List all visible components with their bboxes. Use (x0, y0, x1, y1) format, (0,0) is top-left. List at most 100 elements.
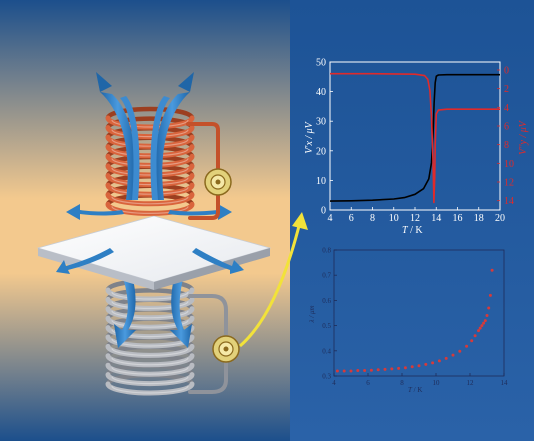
coil-highlight (111, 367, 189, 375)
chart2-xtick-label: 8 (400, 379, 404, 387)
drive-coil-leads (186, 122, 220, 220)
pickup-connector (212, 335, 240, 363)
coil-highlight (111, 158, 189, 166)
chart2-ylabel: λ / μm (308, 305, 316, 323)
chart1-ytick-label: 20 (316, 146, 326, 157)
chart1-xlabel: T / K (402, 225, 423, 236)
chart2-point (487, 306, 491, 310)
chart1-y2tick-label: 6 (504, 122, 509, 133)
chart2-xtick-label: 10 (433, 379, 441, 387)
chart2-ytick-label: 0.3 (322, 373, 331, 381)
coil-highlight (111, 385, 189, 394)
chart2-xtick-label: 12 (467, 379, 475, 387)
coil-turn (105, 134, 195, 149)
chart2-point (485, 314, 489, 317)
coil-turn (105, 144, 195, 159)
chart1-xtick-label: 10 (389, 213, 399, 224)
chart2-point (376, 368, 380, 372)
coil-turn (105, 192, 195, 207)
coil-turn (105, 381, 195, 396)
coil-highlight (111, 129, 189, 138)
yellow-pointer-arrow (239, 212, 308, 348)
chart2-point (431, 361, 435, 365)
chart1-ytick-label: 50 (316, 58, 326, 69)
chart1-ylabel: V'x / μV (304, 120, 315, 153)
chart1-xtick-label: 8 (370, 213, 375, 224)
chart2-point (342, 369, 346, 373)
coil-turn (105, 173, 195, 188)
chart1-ytick-label: 0 (321, 206, 326, 217)
chart2-point (356, 369, 360, 372)
coil-highlight (111, 320, 189, 328)
chart1-series-black (329, 73, 500, 202)
chart2-xtick-label: 6 (366, 379, 370, 387)
coil-highlight (111, 301, 189, 309)
chart2-point (478, 326, 482, 330)
chart1-y2tick-label: 4 (504, 103, 509, 114)
chart2-point (424, 362, 428, 366)
coil-highlight (111, 187, 189, 195)
chart2-point (417, 364, 421, 368)
chart1-xtick-label: 4 (328, 213, 333, 224)
chart2-frame (333, 249, 505, 377)
chart1-xtick-label: 16 (453, 213, 463, 224)
coil-turn (105, 306, 195, 321)
chart1-y2tick-label: 2 (504, 84, 509, 95)
coil-turn (105, 315, 195, 330)
coil-turn (105, 296, 195, 311)
coil-turn (105, 125, 195, 140)
coil-turn (105, 153, 195, 168)
chart1-frame (329, 61, 501, 211)
chart2-point (451, 353, 455, 357)
coil-turn (105, 372, 195, 387)
chart2-point (488, 293, 492, 297)
chart2-point (477, 329, 480, 333)
chart2-xlabel: T / K (408, 386, 422, 394)
coil-turn (105, 343, 195, 358)
chart2-point (470, 339, 474, 343)
coil-highlight (111, 310, 189, 319)
coil-turn (105, 353, 195, 368)
chart1-series-red (330, 72, 500, 204)
chart2-point (480, 324, 484, 328)
coil-back-arc (105, 106, 195, 119)
coil-turn (105, 115, 195, 130)
coil-highlight (111, 357, 189, 366)
chart2-point (465, 344, 469, 348)
chart2-point (437, 359, 441, 363)
coil-turn (105, 182, 195, 197)
chart2-point (444, 356, 448, 360)
chart2-point (397, 366, 401, 370)
chart1-y2tick-label: 12 (504, 178, 514, 189)
chart1-ytick-label: 40 (316, 87, 326, 98)
chart-lambda-vs-temperature: 4 6 8 10 12 14 0.3 0.4 0.5 0.6 0.7 0.8 T / K λ / μ… (308, 247, 508, 395)
chart2-ytick-label: 0.5 (322, 322, 331, 330)
chart2-point (390, 367, 394, 371)
coil-highlight (111, 139, 189, 147)
chart1-y2tick-label: 10 (504, 159, 514, 170)
coil-highlight (111, 177, 189, 186)
chart1-xtick-label: 14 (431, 213, 441, 224)
chart1-xtick-label: 12 (410, 213, 420, 224)
chart2-ytick-label: 0.7 (322, 272, 331, 280)
coil-highlight (111, 376, 189, 385)
chart2-point (335, 369, 339, 373)
chart1-ytick-label: 30 (316, 117, 326, 128)
coil-highlight (111, 348, 189, 356)
coil-highlight (111, 119, 189, 128)
chart1-y2tick-label: 14 (504, 196, 514, 207)
pickup-coil (105, 278, 195, 396)
chart1-y2label: V''y / μV (518, 119, 529, 155)
coil-highlight (111, 196, 189, 205)
pickup-coil-leads (188, 294, 228, 394)
chart2-point (410, 365, 414, 369)
chart2-ytick-label: 0.6 (322, 297, 331, 305)
coil-turn (105, 287, 195, 302)
chart2-point (349, 369, 353, 373)
coil-turn (105, 362, 195, 377)
coil-highlight (111, 167, 189, 176)
chart2-point (403, 366, 407, 370)
chart2-point (482, 321, 486, 325)
